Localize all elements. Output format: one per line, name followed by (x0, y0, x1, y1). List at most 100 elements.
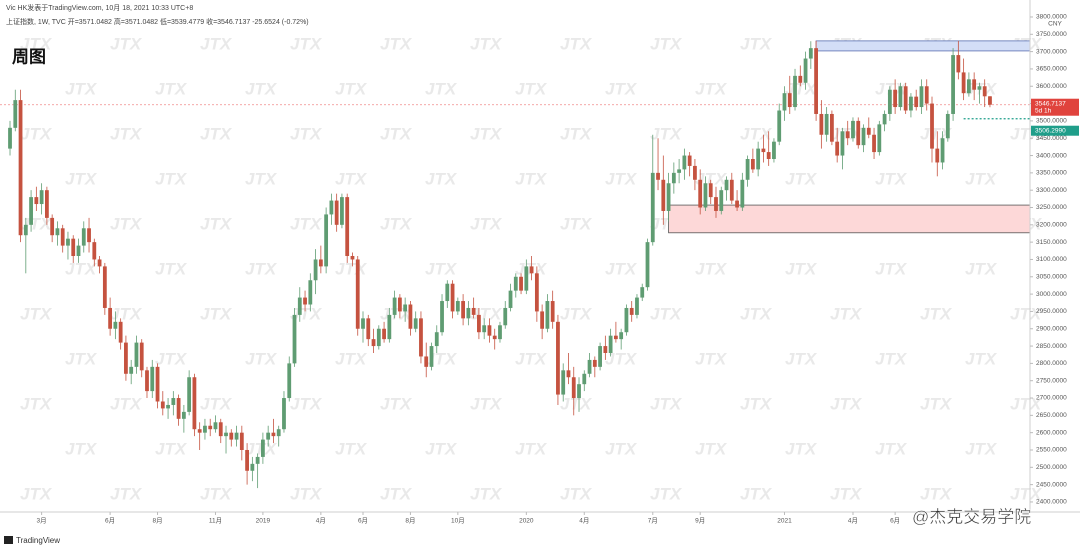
candle-body (350, 256, 355, 260)
candle-body (866, 127, 871, 135)
candle-body (118, 321, 123, 343)
watermark: JTX (110, 214, 143, 233)
candle-body (392, 297, 397, 315)
candle-body (166, 404, 170, 409)
last-price-label: 3546.7137 (1035, 100, 1066, 107)
x-tick-label: 6月 (105, 517, 115, 525)
watermark: JTX (110, 394, 143, 413)
y-tick-label: 3750.0000 (1036, 31, 1067, 38)
candle-body (872, 134, 876, 153)
candle-body (592, 359, 597, 367)
candle-body (134, 342, 139, 367)
watermark: JTX (965, 349, 998, 368)
candle-body (466, 307, 471, 319)
watermark: JTX (200, 484, 233, 503)
candle-body (750, 159, 755, 170)
candle-body (8, 127, 12, 149)
watermark: JTX (920, 304, 953, 323)
candle-body (777, 110, 782, 142)
candle-body (903, 86, 908, 111)
x-tick-label: 9月 (695, 517, 705, 525)
candle-body (508, 290, 513, 308)
watermark: JTX (65, 259, 98, 278)
y-tick-label: 3200.0000 (1036, 222, 1067, 229)
candle-body (208, 425, 213, 430)
watermark: JTX (785, 169, 818, 188)
candle-body (245, 449, 249, 471)
candle-body (429, 346, 434, 367)
x-tick-label: 8月 (405, 517, 415, 525)
candle-body (424, 356, 429, 367)
watermark: JTX (155, 259, 188, 278)
watermark: JTX (290, 124, 323, 143)
x-tick-label: 8月 (152, 517, 162, 525)
watermark: JTX (695, 349, 728, 368)
y-tick-label: 3500.0000 (1036, 118, 1067, 125)
candle-body (735, 200, 739, 208)
watermark: JTX (740, 484, 773, 503)
candle-body (29, 197, 33, 225)
y-tick-label: 3700.0000 (1036, 48, 1067, 55)
candle-body (861, 127, 866, 146)
candle-body (503, 307, 508, 326)
credit: @杰克交易学院 (912, 507, 1031, 526)
candle-body (192, 377, 197, 430)
watermark: JTX (155, 349, 188, 368)
watermark: JTX (830, 484, 863, 503)
candle-body (772, 141, 776, 160)
watermark: JTX (830, 394, 863, 413)
y-tick-label: 3800.0000 (1036, 14, 1067, 21)
candle-body (160, 401, 165, 409)
candle-body (419, 318, 423, 357)
x-tick-label: 4月 (316, 517, 326, 525)
watermark: JTX (965, 439, 998, 458)
currency: CNY (1048, 21, 1062, 28)
watermark: JTX (920, 394, 953, 413)
candle-body (529, 266, 534, 274)
watermark: JTX (200, 304, 233, 323)
candle-body (740, 179, 745, 208)
candle-body (882, 113, 887, 125)
watermark: JTX (650, 484, 683, 503)
y-tick-label: 2550.0000 (1036, 447, 1067, 454)
watermark: JTX (65, 169, 98, 188)
watermark: JTX (875, 439, 908, 458)
candle-body (787, 93, 792, 108)
candle-body (561, 370, 566, 395)
candle-body (477, 314, 481, 333)
watermark: JTX (425, 79, 458, 98)
candle-body (87, 228, 91, 243)
candle-body (877, 124, 882, 153)
watermark: JTX (20, 394, 53, 413)
candle-body (292, 314, 297, 364)
watermark: JTX (380, 214, 413, 233)
watermark: JTX (335, 439, 368, 458)
candle-body (571, 377, 576, 399)
candle-body (851, 120, 855, 139)
watermark: JTX (515, 439, 548, 458)
watermark: JTX (335, 79, 368, 98)
watermark: JTX (650, 34, 683, 53)
candle-body (556, 321, 560, 395)
axes: 2400.0000 2450.0000 2500.0000 2550.0000 2600… (37, 14, 1079, 525)
candle-body (550, 301, 555, 322)
candle-body (724, 179, 729, 191)
watermark: JTX (1010, 484, 1043, 503)
candle-body (361, 318, 365, 329)
watermark: JTX (380, 124, 413, 143)
candle-body (803, 58, 808, 83)
candle-body (397, 297, 402, 312)
candle-body (966, 79, 971, 94)
x-tick-label: 2021 (777, 518, 792, 525)
candle-body (23, 224, 28, 236)
candle-body (719, 190, 724, 211)
candle-body (276, 429, 281, 437)
candle-body (239, 432, 244, 450)
candle-body (603, 346, 608, 353)
watermark: JTX (920, 124, 953, 143)
candle-body (108, 307, 113, 329)
candle-body (50, 217, 55, 236)
candle-body (909, 96, 913, 111)
candle-body (471, 307, 476, 315)
